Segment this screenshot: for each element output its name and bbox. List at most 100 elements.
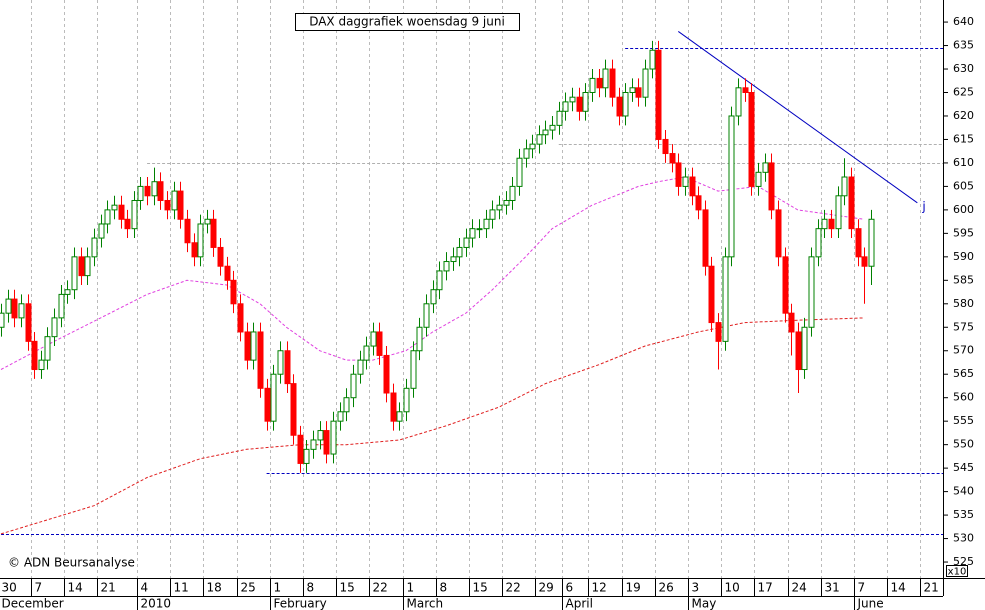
chart-title: DAX daggrafiek woensdag 9 juni	[309, 15, 505, 29]
candle-body	[64, 289, 71, 295]
candle-body	[509, 185, 516, 201]
candle-body	[430, 289, 437, 305]
x-tick-label: 25	[241, 581, 256, 595]
candle-body	[443, 261, 450, 272]
candle-body	[264, 387, 271, 422]
x-tick-label: 19	[626, 581, 641, 595]
y-tick-label: 565	[953, 367, 974, 380]
y-tick-label: 605	[953, 179, 974, 192]
copyright: © ADN Beursanalyse	[8, 556, 135, 570]
y-tick-label: 635	[953, 39, 974, 52]
candle-body	[582, 91, 589, 112]
y-tick-label: 525	[953, 555, 974, 568]
candle-body	[708, 265, 715, 324]
candle-body	[403, 387, 410, 413]
candle-body	[91, 237, 98, 258]
candle-body	[616, 96, 623, 117]
y-tick-label: 540	[953, 485, 974, 498]
candle-body	[815, 228, 822, 258]
x-tick-label: 14	[68, 581, 83, 595]
trend-line	[677, 31, 918, 204]
candle-body	[383, 354, 390, 394]
candle-body	[682, 176, 689, 187]
candle-body	[868, 218, 875, 267]
candle-body	[317, 430, 324, 441]
y-tick-label: 530	[953, 532, 974, 545]
x-tick-label: 4	[141, 581, 149, 595]
candle-body	[536, 134, 543, 145]
multiplier-box	[946, 565, 968, 577]
candle-body	[436, 270, 443, 291]
candle-body	[184, 218, 191, 244]
x-tick-label: 18	[207, 581, 222, 595]
y-tick-label: 585	[953, 273, 974, 286]
candle-body	[523, 148, 530, 159]
candle-body	[363, 345, 370, 361]
candle-body	[821, 218, 828, 230]
candle-body	[848, 176, 855, 230]
candle-body	[164, 199, 171, 211]
candle-body	[835, 195, 842, 230]
candle-body	[476, 228, 483, 231]
candle-body	[323, 430, 330, 455]
candle-body	[38, 359, 45, 371]
x-tick-label: 7	[35, 581, 43, 595]
candle-body	[483, 218, 490, 230]
x-tick-label: 11	[174, 581, 189, 595]
y-tick-label: 640	[953, 15, 974, 28]
x-tick-label: 21	[924, 581, 939, 595]
x-tick-label: 29	[539, 581, 554, 595]
candle-body	[861, 256, 868, 267]
y-tick-label: 620	[953, 109, 974, 122]
candle-body	[669, 153, 676, 164]
x-tick-label: 1	[407, 581, 415, 595]
candle-body	[808, 256, 815, 328]
candle-body	[197, 223, 204, 258]
candle-body	[111, 204, 118, 211]
title-box	[295, 13, 520, 31]
month-label: 2010	[141, 597, 172, 610]
x-tick-label: 21	[101, 581, 116, 595]
candle-body	[118, 204, 125, 220]
candle-body	[357, 359, 364, 375]
candle-body	[350, 373, 357, 399]
candle-body	[675, 162, 682, 187]
candle-body	[542, 129, 549, 136]
candle-body	[655, 49, 662, 140]
candle-body	[649, 49, 656, 70]
candle-body	[782, 256, 789, 314]
candle-body	[297, 434, 304, 464]
month-label: December	[2, 597, 64, 610]
candle-body	[795, 331, 802, 371]
candle-body	[370, 331, 377, 347]
x-tick-label: 22	[373, 581, 388, 595]
candle-body	[463, 237, 470, 248]
candle-body	[237, 303, 244, 333]
candle-body	[144, 185, 151, 197]
candle-body	[0, 312, 5, 328]
candle-body	[549, 124, 556, 131]
candle-body	[728, 115, 735, 258]
x-tick-label: 15	[473, 581, 488, 595]
candle-body	[715, 322, 722, 342]
candle-body	[742, 87, 749, 93]
candle-body	[635, 87, 642, 98]
candle-body	[250, 331, 257, 361]
candle-body	[78, 256, 85, 277]
x-tick-label: 31	[825, 581, 840, 595]
candle-body	[330, 420, 337, 455]
candle-body	[828, 218, 835, 230]
candle-body	[576, 96, 583, 112]
y-tick-label: 595	[953, 226, 974, 239]
x-tick-label: 15	[340, 581, 355, 595]
candle-body	[602, 68, 609, 89]
month-label: February	[274, 597, 327, 610]
candle-body	[410, 350, 417, 389]
candle-body	[689, 176, 696, 197]
candle-body	[210, 218, 217, 248]
x-tick-label: 17	[758, 581, 773, 595]
candle-body	[137, 185, 144, 201]
candle-body	[775, 209, 782, 258]
